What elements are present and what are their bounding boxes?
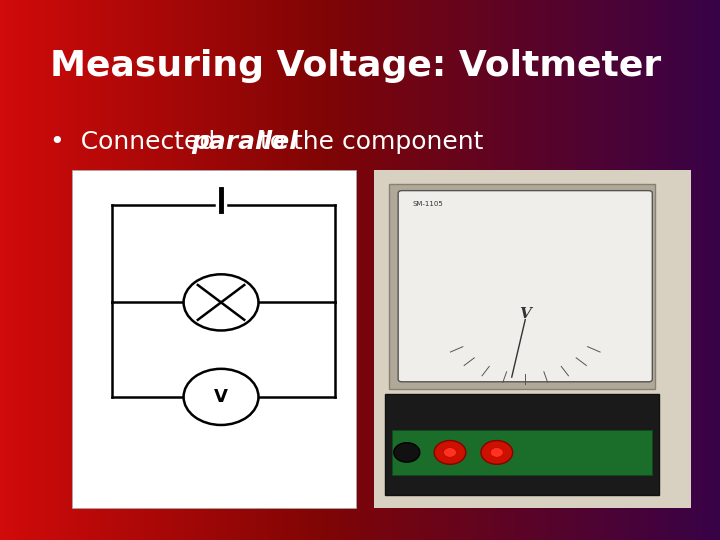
FancyBboxPatch shape bbox=[389, 184, 655, 389]
Text: •  Connected: • Connected bbox=[50, 130, 224, 153]
FancyBboxPatch shape bbox=[398, 191, 652, 382]
Text: V: V bbox=[214, 388, 228, 406]
Text: to the component: to the component bbox=[252, 130, 483, 153]
Circle shape bbox=[394, 443, 420, 462]
Text: Measuring Voltage: Voltmeter: Measuring Voltage: Voltmeter bbox=[50, 49, 662, 83]
Text: SM-1105: SM-1105 bbox=[413, 201, 444, 207]
Circle shape bbox=[184, 274, 258, 330]
FancyBboxPatch shape bbox=[374, 170, 691, 508]
Circle shape bbox=[444, 448, 456, 457]
Text: V: V bbox=[519, 307, 531, 321]
Circle shape bbox=[184, 369, 258, 425]
FancyBboxPatch shape bbox=[385, 394, 659, 496]
Circle shape bbox=[434, 441, 466, 464]
FancyBboxPatch shape bbox=[72, 170, 356, 508]
Circle shape bbox=[481, 441, 513, 464]
Text: parallel: parallel bbox=[191, 130, 297, 153]
Circle shape bbox=[490, 448, 503, 457]
FancyBboxPatch shape bbox=[392, 430, 652, 475]
